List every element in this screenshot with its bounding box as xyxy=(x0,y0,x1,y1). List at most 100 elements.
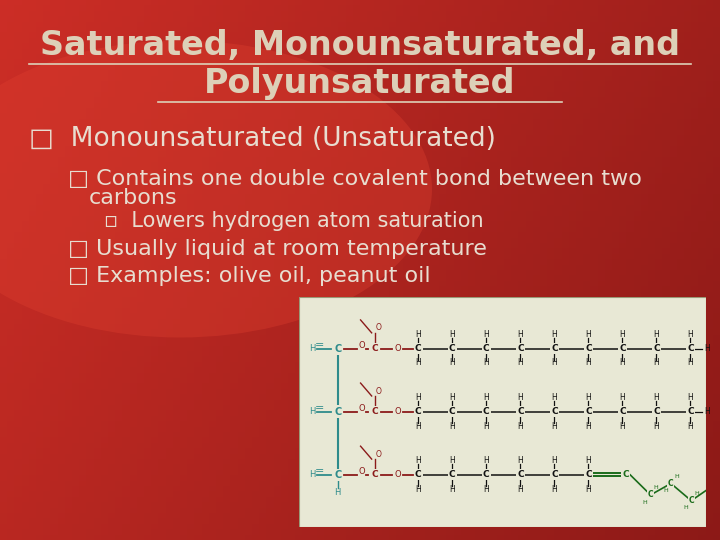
Text: O: O xyxy=(359,341,365,350)
Text: H: H xyxy=(643,500,647,504)
Text: C: C xyxy=(648,490,653,500)
Text: =: = xyxy=(315,467,324,476)
Text: C: C xyxy=(688,496,694,505)
Text: C: C xyxy=(449,407,456,416)
Text: H: H xyxy=(585,330,591,339)
Text: C: C xyxy=(334,470,341,480)
Text: C: C xyxy=(517,470,523,480)
Text: H: H xyxy=(552,330,557,339)
Text: H: H xyxy=(552,393,557,402)
Text: H: H xyxy=(483,330,489,339)
Text: C: C xyxy=(517,407,523,416)
Text: O: O xyxy=(375,450,382,458)
Text: H: H xyxy=(704,407,710,416)
Text: Saturated, Monounsaturated, and: Saturated, Monounsaturated, and xyxy=(40,29,680,63)
Text: C: C xyxy=(551,407,558,416)
Text: H: H xyxy=(310,470,315,480)
Text: C: C xyxy=(551,344,558,353)
Text: =: = xyxy=(315,403,324,413)
Text: C: C xyxy=(585,407,592,416)
Text: H: H xyxy=(518,456,523,465)
Text: C: C xyxy=(653,407,660,416)
Text: □ Contains one double covalent bond between two: □ Contains one double covalent bond betw… xyxy=(68,169,642,190)
Text: H: H xyxy=(518,422,523,430)
Text: C: C xyxy=(372,470,378,480)
Text: H: H xyxy=(585,393,591,402)
Text: H: H xyxy=(449,393,455,402)
Text: H: H xyxy=(449,456,455,465)
Text: C: C xyxy=(372,344,378,353)
Text: C: C xyxy=(585,344,592,353)
Text: H: H xyxy=(694,491,699,496)
Text: H: H xyxy=(415,485,421,494)
Text: H: H xyxy=(619,359,625,368)
Text: C: C xyxy=(415,344,422,353)
Text: C: C xyxy=(687,344,694,353)
Text: H: H xyxy=(449,359,455,368)
Text: C: C xyxy=(483,344,490,353)
Text: C: C xyxy=(668,479,674,488)
Text: H: H xyxy=(585,422,591,430)
Text: H: H xyxy=(552,456,557,465)
Text: H: H xyxy=(415,422,421,430)
Text: H: H xyxy=(688,330,693,339)
Text: C: C xyxy=(619,407,626,416)
Text: H: H xyxy=(518,330,523,339)
Text: H: H xyxy=(483,359,489,368)
Text: □ Usually liquid at room temperature: □ Usually liquid at room temperature xyxy=(68,239,487,260)
Text: H: H xyxy=(335,488,341,497)
Text: O: O xyxy=(375,387,382,396)
Text: C: C xyxy=(687,407,694,416)
Text: H: H xyxy=(619,393,625,402)
Text: C: C xyxy=(483,470,490,480)
Text: H: H xyxy=(310,344,315,353)
Text: H: H xyxy=(688,359,693,368)
Text: □  Monounsaturated (Unsaturated): □ Monounsaturated (Unsaturated) xyxy=(29,126,495,152)
Text: =: = xyxy=(315,340,324,350)
Text: H: H xyxy=(518,393,523,402)
Text: O: O xyxy=(395,344,401,353)
Text: carbons: carbons xyxy=(89,187,177,208)
Text: H: H xyxy=(654,485,659,490)
Text: H: H xyxy=(552,422,557,430)
Text: H: H xyxy=(415,456,421,465)
Text: O: O xyxy=(395,470,401,480)
Text: H: H xyxy=(654,422,660,430)
Text: C: C xyxy=(623,470,629,480)
Text: H: H xyxy=(483,485,489,494)
Text: H: H xyxy=(585,485,591,494)
Text: C: C xyxy=(517,344,523,353)
Text: H: H xyxy=(619,330,625,339)
Text: H: H xyxy=(688,393,693,402)
Text: C: C xyxy=(483,407,490,416)
Text: H: H xyxy=(483,422,489,430)
Text: C: C xyxy=(551,470,558,480)
Text: C: C xyxy=(372,407,378,416)
Text: H: H xyxy=(619,422,625,430)
Text: H: H xyxy=(415,359,421,368)
Text: H: H xyxy=(415,393,421,402)
Text: C: C xyxy=(334,343,341,354)
FancyBboxPatch shape xyxy=(299,297,706,526)
Text: H: H xyxy=(552,485,557,494)
Text: C: C xyxy=(449,344,456,353)
Text: H: H xyxy=(449,422,455,430)
Text: H: H xyxy=(683,505,688,510)
Text: H: H xyxy=(449,330,455,339)
Text: O: O xyxy=(359,467,365,476)
Text: H: H xyxy=(585,456,591,465)
Text: □ Examples: olive oil, peanut oil: □ Examples: olive oil, peanut oil xyxy=(68,266,431,287)
Text: H: H xyxy=(518,359,523,368)
Text: C: C xyxy=(415,470,422,480)
Text: H: H xyxy=(704,344,710,353)
Text: C: C xyxy=(585,470,592,480)
Text: C: C xyxy=(449,470,456,480)
Text: H: H xyxy=(552,359,557,368)
Text: O: O xyxy=(395,407,401,416)
Text: H: H xyxy=(654,393,660,402)
Text: Polyunsaturated: Polyunsaturated xyxy=(204,67,516,100)
Text: H: H xyxy=(585,359,591,368)
Text: H: H xyxy=(654,330,660,339)
Text: O: O xyxy=(375,323,382,333)
Text: H: H xyxy=(483,393,489,402)
